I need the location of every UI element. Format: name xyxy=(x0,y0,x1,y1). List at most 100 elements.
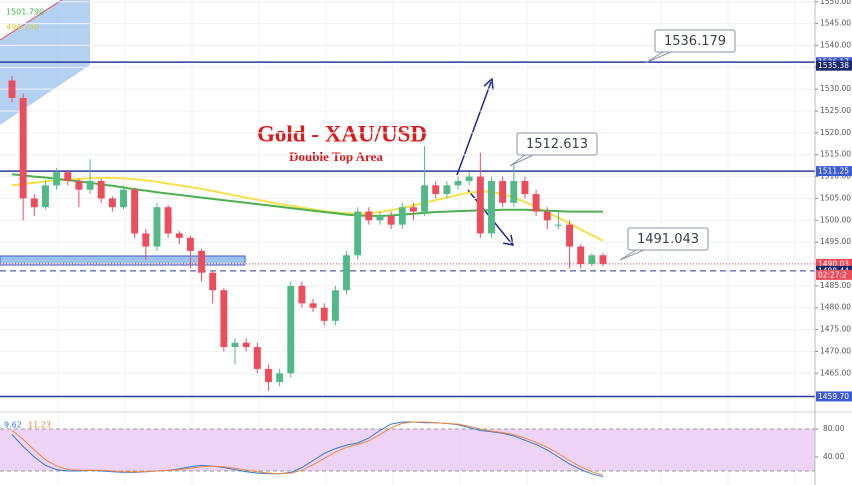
y-tick-label: 1495.00 xyxy=(820,237,851,246)
candle-body xyxy=(566,224,574,247)
arrow-down-head xyxy=(502,234,514,246)
osc-readout: 9.62 xyxy=(4,421,22,430)
candle-body xyxy=(409,207,417,212)
y-tick-label: 1545.00 xyxy=(820,19,851,28)
candle-body xyxy=(97,180,105,199)
moving-average xyxy=(11,173,603,217)
candle-body xyxy=(521,180,529,195)
osc-tick-label: 40.00 xyxy=(823,452,845,461)
y-tick-label: 1475.00 xyxy=(820,325,851,334)
candle-body xyxy=(153,207,161,247)
price-marker xyxy=(816,258,852,269)
candle-body xyxy=(387,215,395,225)
y-tick-label: 1530.00 xyxy=(820,84,851,93)
callout-box xyxy=(627,227,709,251)
callout-label: 1491.043 xyxy=(637,232,699,247)
y-tick-label: 1525.00 xyxy=(820,106,851,115)
overlay-label: 494.750 xyxy=(6,23,39,32)
candle-body xyxy=(465,176,473,181)
candle-body xyxy=(499,180,507,203)
candle-body xyxy=(376,215,384,221)
candle-body xyxy=(175,233,183,238)
y-tick-label: 1465.00 xyxy=(820,368,851,377)
candle-body xyxy=(331,290,339,321)
candle-body xyxy=(432,185,440,195)
y-tick-label: 1470.00 xyxy=(820,346,851,355)
price-marker xyxy=(816,166,852,177)
callout-tail xyxy=(509,154,534,167)
candle-body xyxy=(510,180,518,203)
chart-subtitle: Double Top Area xyxy=(289,149,383,164)
callout-box xyxy=(516,132,598,156)
osc-tick-label: 80.00 xyxy=(823,424,845,433)
candle-body xyxy=(209,272,217,291)
candle-body xyxy=(242,342,250,348)
candle-body xyxy=(64,172,72,181)
support-zone xyxy=(0,255,246,266)
candle-body xyxy=(599,255,607,264)
candle-body xyxy=(298,285,306,304)
candle-body xyxy=(108,198,116,208)
candle-body xyxy=(198,250,206,273)
callout-label: 1536.179 xyxy=(664,34,726,49)
y-tick-label: 1515.00 xyxy=(820,150,851,159)
price-marker xyxy=(816,391,852,402)
candle-body xyxy=(30,198,38,208)
candle-body xyxy=(8,80,16,98)
candle-body xyxy=(220,290,228,348)
overlay-label: 1501.790 xyxy=(6,8,44,17)
y-tick-label: 1505.00 xyxy=(820,193,851,202)
candle-body xyxy=(120,189,127,208)
countdown: 02:27:2 xyxy=(818,270,847,279)
candle-body xyxy=(253,347,261,369)
osc-readout: 11.23 xyxy=(28,421,51,430)
arrow-up-head xyxy=(483,77,494,91)
price-marker-label: 1511.25 xyxy=(818,167,849,176)
candle-body xyxy=(588,255,596,265)
oscillator-band xyxy=(0,429,815,471)
candle-body xyxy=(543,211,551,221)
countdown-box xyxy=(816,269,852,280)
candle-body xyxy=(476,176,484,234)
candle-body xyxy=(454,180,462,186)
candle-body xyxy=(532,194,540,212)
y-tick-label: 1500.00 xyxy=(820,215,851,224)
candle-body xyxy=(19,97,27,199)
y-tick-label: 1485.00 xyxy=(820,281,851,290)
candle-body xyxy=(276,373,284,383)
y-tick-label: 1480.00 xyxy=(820,303,851,312)
candle-body xyxy=(86,180,94,190)
candle-body xyxy=(354,211,362,256)
price-marker-label: 1490.03 xyxy=(818,259,849,268)
callout-tail xyxy=(619,249,645,261)
oscillator-line xyxy=(11,421,604,476)
candle-body xyxy=(320,307,328,321)
candle-body xyxy=(365,211,373,221)
y-tick-label: 1550.00 xyxy=(820,0,851,6)
callout-tail xyxy=(644,51,672,64)
chart-title: Gold - XAU/USD xyxy=(257,121,427,146)
price-marker-label: 1459.70 xyxy=(818,392,849,401)
candle-body xyxy=(53,172,61,186)
price-marker xyxy=(816,60,852,71)
candle-body xyxy=(443,185,451,195)
oscillator-line xyxy=(11,421,604,478)
price-marker-label: 1535.38 xyxy=(818,61,849,70)
candle-body xyxy=(164,207,172,234)
callout-label: 1512.613 xyxy=(526,137,588,152)
candle-body xyxy=(231,342,239,348)
channel-line xyxy=(0,0,63,41)
candle-body xyxy=(41,185,49,208)
y-tick-label: 1520.00 xyxy=(820,128,851,137)
candle-body xyxy=(554,224,562,226)
candle-body xyxy=(142,233,150,247)
y-tick-label: 1540.00 xyxy=(820,40,851,49)
candle-body xyxy=(398,207,406,225)
callout-box xyxy=(654,29,736,53)
candle-body xyxy=(421,185,429,212)
candle-body xyxy=(577,246,585,265)
candle-body xyxy=(186,237,194,251)
candle-body xyxy=(75,180,83,190)
